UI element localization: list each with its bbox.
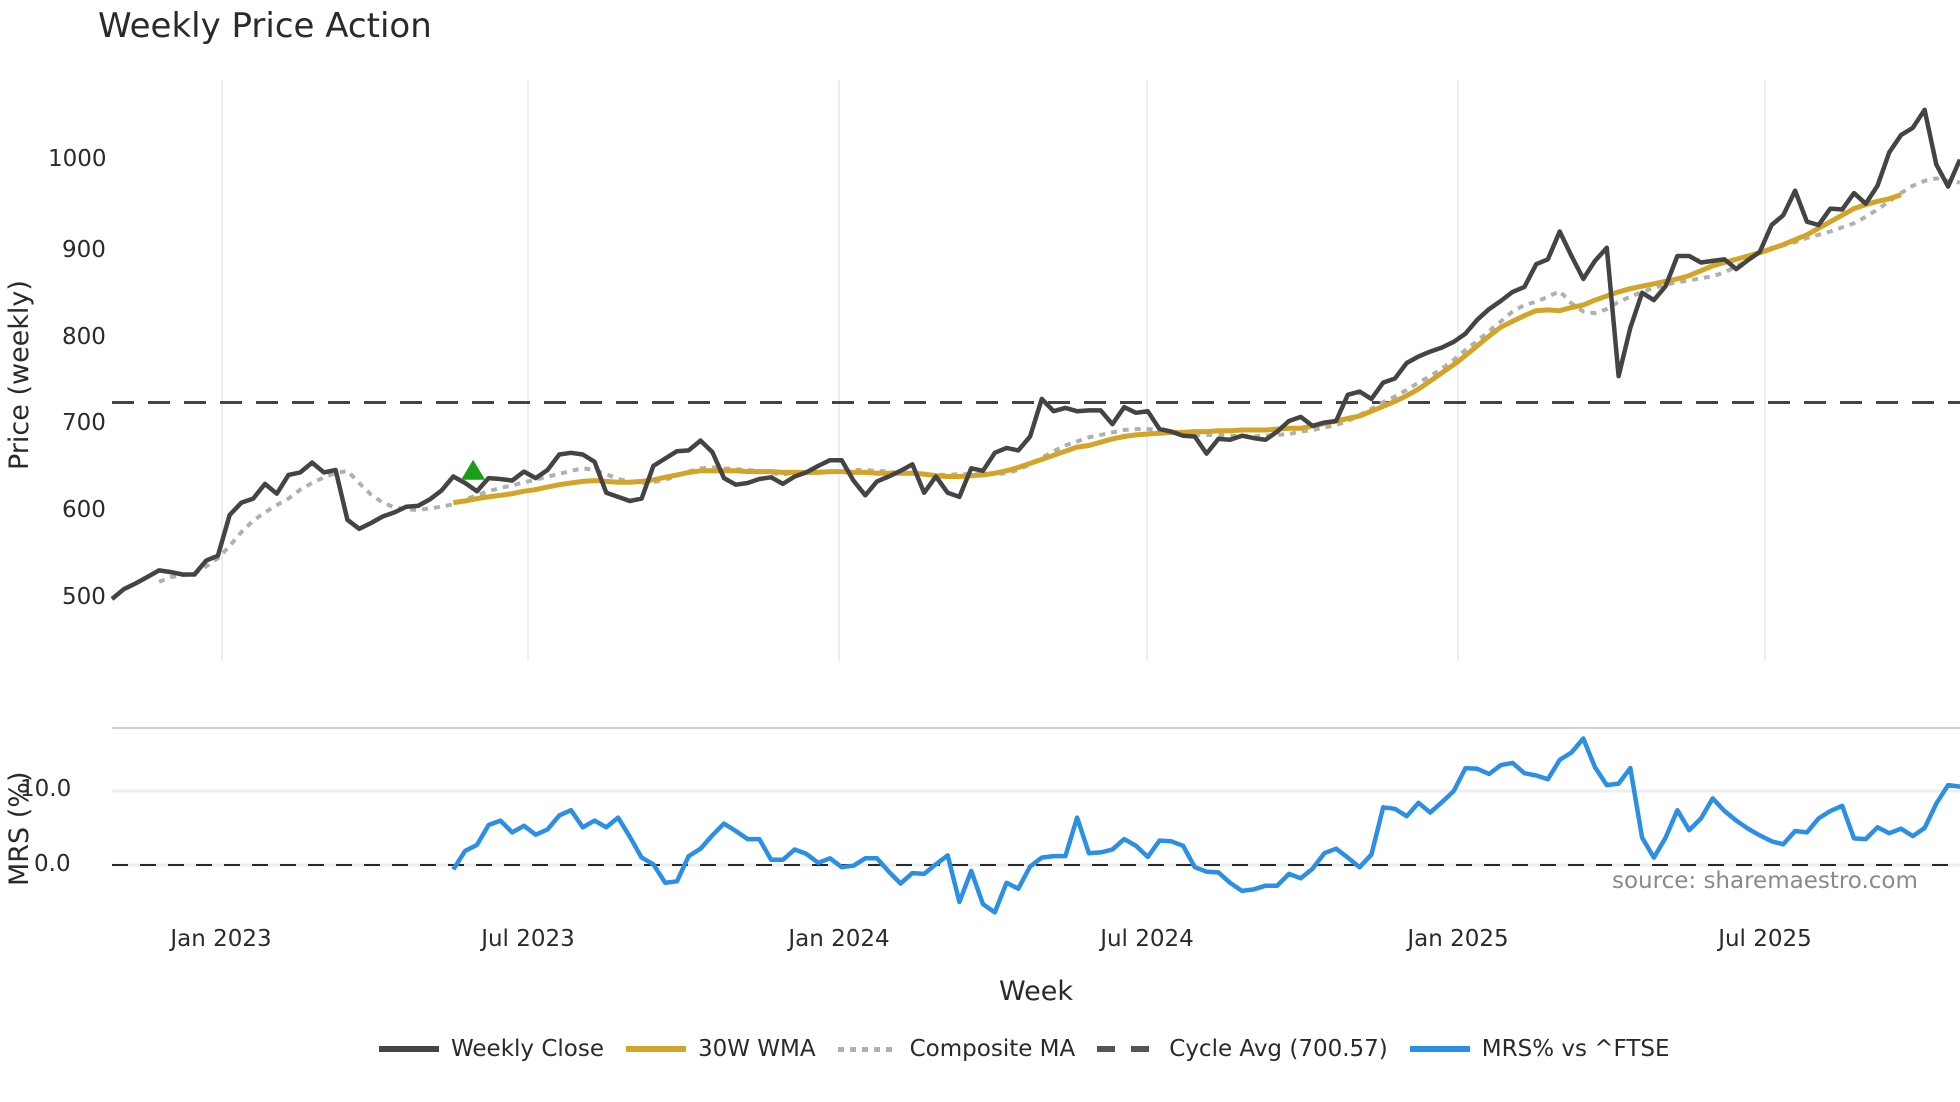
legend-item-mrs[interactable]: MRS% vs ^FTSE: [1409, 1036, 1670, 1062]
price-tick-800: 800: [62, 324, 106, 350]
vertical-gridlines: [221, 80, 1766, 661]
x-tick-jan-2024: Jan 2024: [788, 926, 890, 952]
price-tick-900: 900: [62, 237, 106, 263]
x-tick-jul-2023: Jul 2023: [481, 926, 575, 952]
wma-swatch-icon: [625, 1046, 686, 1052]
legend-item-cycle-avg[interactable]: Cycle Avg (700.57): [1097, 1036, 1388, 1062]
mrs-line: [451, 736, 1960, 915]
mrs-tick-0: 0.0: [34, 851, 71, 877]
weekly-close-swatch-icon: [379, 1046, 439, 1052]
cycle-avg-swatch-icon: [1097, 1046, 1158, 1052]
mrs-swatch-icon: [1409, 1046, 1470, 1052]
buy-signal-triangle-icon: [461, 459, 486, 480]
x-axis-label: Week: [999, 976, 1073, 1007]
price-tick-1000: 1000: [48, 146, 107, 172]
legend: Weekly Close 30W WMA Composite MA Cycle …: [379, 1036, 1692, 1062]
chart-title: Weekly Price Action: [98, 6, 432, 46]
price-tick-700: 700: [62, 410, 106, 436]
weekly-close-line: [110, 107, 1960, 601]
x-tick-jul-2025: Jul 2025: [1718, 926, 1812, 952]
composite-ma-line: [158, 176, 1960, 584]
source-annotation: source: sharemaestro.com: [1612, 868, 1918, 894]
x-tick-jan-2025: Jan 2025: [1407, 926, 1509, 952]
legend-item-weekly-close[interactable]: Weekly Close: [379, 1036, 604, 1062]
x-tick-jan-2023: Jan 2023: [170, 926, 272, 952]
mrs-gridlines: [112, 789, 1960, 867]
composite-ma-swatch-icon: [837, 1046, 898, 1052]
x-tick-jul-2024: Jul 2024: [1100, 926, 1194, 952]
legend-item-wma[interactable]: 30W WMA: [625, 1036, 816, 1062]
price-tick-500: 500: [62, 584, 106, 610]
price-tick-600: 600: [62, 497, 106, 523]
mrs-tick-10: 10.0: [20, 776, 72, 802]
legend-item-composite-ma[interactable]: Composite MA: [837, 1036, 1075, 1062]
